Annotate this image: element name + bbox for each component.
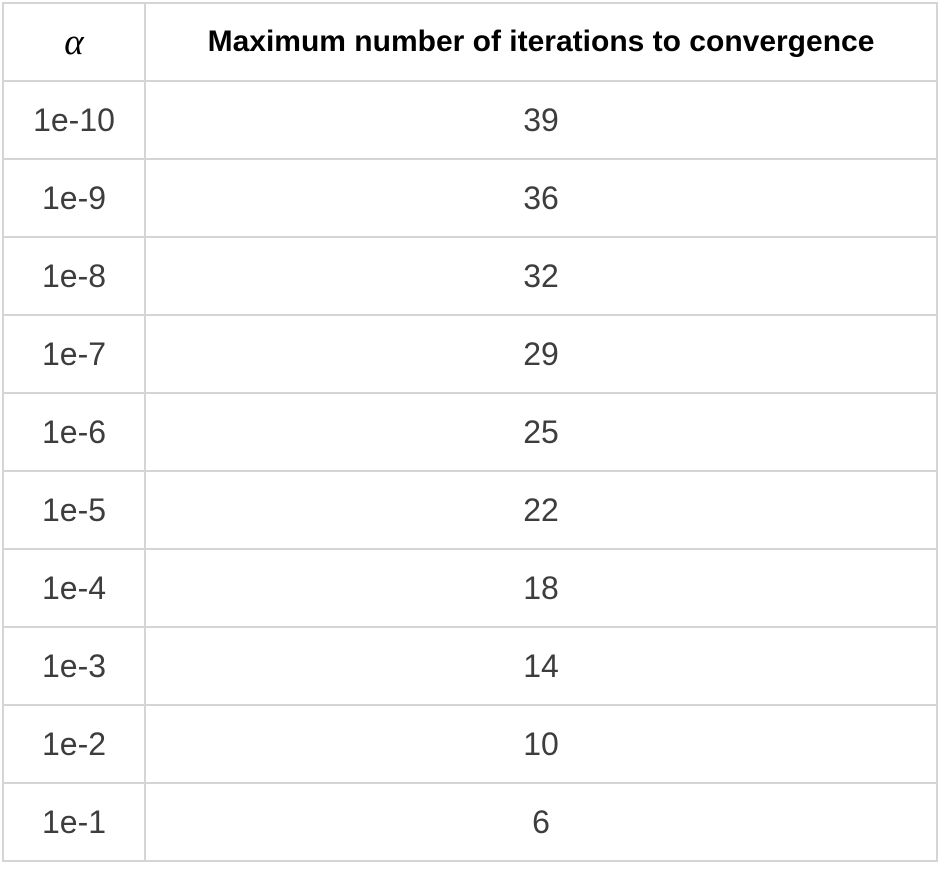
alpha-value-cell: 1e-8 [2, 236, 146, 316]
alpha-value-cell: 1e-5 [2, 470, 146, 550]
table-body: 1e-10 39 1e-9 36 1e-8 32 1e-7 29 1e-6 25… [2, 80, 938, 862]
table-header: α Maximum number of iterations to conver… [2, 2, 938, 82]
table-row: 1e-4 18 [2, 548, 938, 628]
alpha-value-cell: 1e-4 [2, 548, 146, 628]
alpha-value-cell: 1e-2 [2, 704, 146, 784]
alpha-value-cell: 1e-10 [2, 80, 146, 160]
table-row: 1e-6 25 [2, 392, 938, 472]
convergence-table: α Maximum number of iterations to conver… [2, 2, 938, 862]
table-row: 1e-2 10 [2, 704, 938, 784]
table-row: 1e-3 14 [2, 626, 938, 706]
convergence-table-container: α Maximum number of iterations to conver… [2, 2, 938, 862]
table-row: 1e-5 22 [2, 470, 938, 550]
iterations-value-cell: 36 [144, 158, 938, 238]
alpha-value-cell: 1e-1 [2, 782, 146, 862]
alpha-value-cell: 1e-3 [2, 626, 146, 706]
iterations-value-cell: 22 [144, 470, 938, 550]
iterations-value-cell: 14 [144, 626, 938, 706]
alpha-value-cell: 1e-7 [2, 314, 146, 394]
header-row: α Maximum number of iterations to conver… [2, 2, 938, 82]
iterations-value-cell: 18 [144, 548, 938, 628]
alpha-value-cell: 1e-9 [2, 158, 146, 238]
table-row: 1e-7 29 [2, 314, 938, 394]
alpha-value-cell: 1e-6 [2, 392, 146, 472]
alpha-column-header: α [2, 2, 146, 82]
iterations-value-cell: 6 [144, 782, 938, 862]
iterations-value-cell: 32 [144, 236, 938, 316]
iterations-value-cell: 39 [144, 80, 938, 160]
table-row: 1e-9 36 [2, 158, 938, 238]
iterations-value-cell: 29 [144, 314, 938, 394]
iterations-value-cell: 10 [144, 704, 938, 784]
table-row: 1e-8 32 [2, 236, 938, 316]
table-row: 1e-10 39 [2, 80, 938, 160]
table-row: 1e-1 6 [2, 782, 938, 862]
iterations-value-cell: 25 [144, 392, 938, 472]
iterations-column-header: Maximum number of iterations to converge… [144, 2, 938, 82]
